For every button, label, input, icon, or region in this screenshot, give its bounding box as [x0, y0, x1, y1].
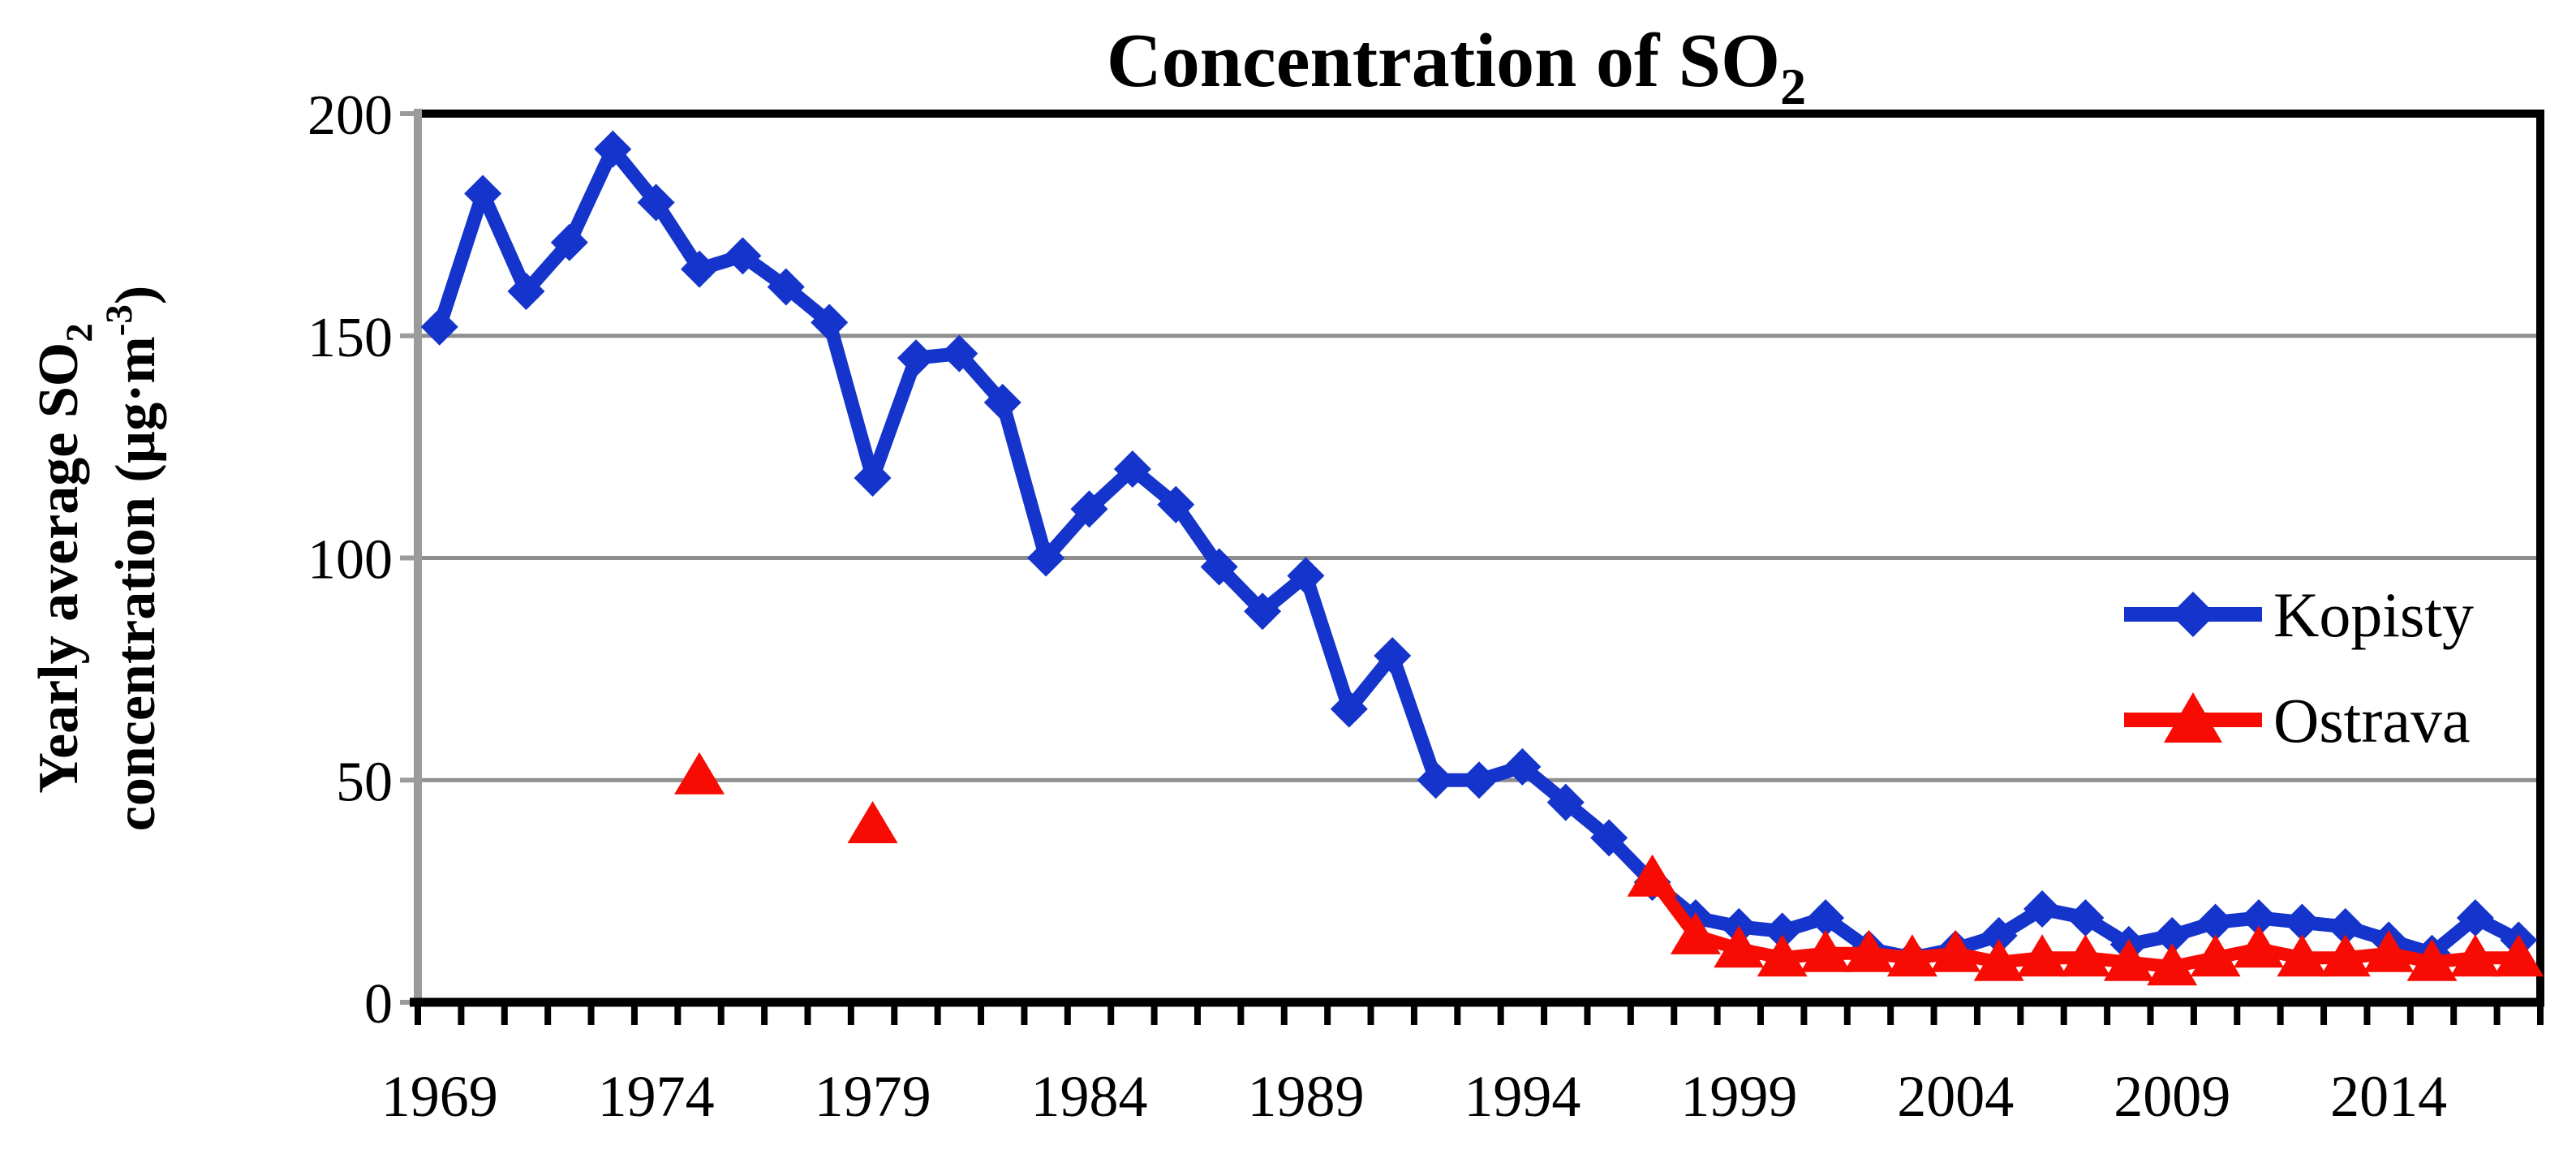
- kopisty-point: [767, 268, 805, 306]
- series-ostrava: [674, 752, 2544, 986]
- x-tick-label-1984: 1984: [1031, 1064, 1148, 1129]
- ostrava-point: [1930, 929, 1981, 972]
- legend-item-kopisty: Kopisty: [2124, 579, 2474, 650]
- ostrava-point: [2103, 938, 2154, 981]
- kopisty-point: [2023, 890, 2062, 928]
- ostrava-point: [1757, 934, 1808, 977]
- kopisty-point: [1374, 636, 1412, 674]
- y-tick-label-200: 200: [307, 84, 393, 147]
- kopisty-point: [1244, 592, 1282, 631]
- y-axis-title-line2: concentration (µg·m-3): [98, 286, 167, 831]
- kopisty-point: [464, 174, 502, 213]
- kopisty-point: [1200, 548, 1238, 586]
- kopisty-point: [507, 273, 545, 310]
- y-tick-label-150: 150: [307, 307, 393, 369]
- legend-label-ostrava: Ostrava: [2273, 685, 2471, 756]
- x-tick-label-1974: 1974: [598, 1064, 715, 1129]
- kopisty-point: [811, 304, 849, 342]
- axes: [410, 109, 2544, 1025]
- kopisty-point: [2196, 903, 2234, 941]
- ostrava-point: [1670, 911, 1721, 954]
- legend-item-ostrava: Ostrava: [2124, 685, 2471, 756]
- y-axis-title-line1: Yearly average SO2: [28, 323, 101, 793]
- ostrava-triangle-icon: [2164, 692, 2222, 743]
- kopisty-point: [1070, 490, 1108, 528]
- tick-labels: 0 50 100 150 200 1969 1974 1979 1984 1989 1994 1999…: [307, 84, 2447, 1129]
- kopisty-point: [1590, 819, 1628, 857]
- ostrava-point: [674, 752, 725, 795]
- ostrava-point: [847, 801, 898, 843]
- ostrava-point: [1800, 929, 1851, 972]
- kopisty-point: [2326, 907, 2364, 945]
- x-tick-label-2009: 2009: [2114, 1064, 2230, 1129]
- data-series: [420, 130, 2544, 986]
- ostrava-point: [1714, 925, 1765, 968]
- ostrava-point: [2190, 934, 2241, 977]
- ostrava-point: [2493, 934, 2544, 977]
- y-tick-label-100: 100: [307, 529, 393, 592]
- chart-title-subscript: 2: [1780, 58, 1806, 115]
- kopisty-point: [1330, 690, 1368, 728]
- kopisty-line: [432, 142, 2522, 965]
- kopisty-point: [1460, 761, 1498, 799]
- ostrava-point: [2233, 925, 2284, 968]
- chart-title: Concentration of SO2: [1107, 19, 1806, 115]
- kopisty-point: [594, 130, 632, 168]
- kopisty-diamond-icon: [2170, 592, 2216, 637]
- kopisty-point: [983, 383, 1021, 421]
- y-tick-label-50: 50: [336, 751, 393, 813]
- kopisty-point: [1287, 557, 1325, 595]
- kopisty-point: [420, 308, 458, 346]
- x-tick-label-1994: 1994: [1464, 1064, 1580, 1129]
- y-axis-title-superscript: -3: [98, 304, 140, 336]
- legend-label-kopisty: Kopisty: [2273, 579, 2474, 650]
- x-tick-label-1989: 1989: [1247, 1064, 1364, 1129]
- ostrava-point: [2320, 934, 2371, 977]
- gridlines: [400, 111, 2540, 1005]
- kopisty-point: [1546, 783, 1585, 821]
- ostrava-point: [2277, 934, 2328, 977]
- kopisty-point: [1763, 912, 1801, 950]
- x-tick-label-1979: 1979: [815, 1064, 931, 1129]
- kopisty-point: [854, 459, 892, 497]
- ostrava-point: [2060, 934, 2111, 977]
- ostrava-point: [2363, 929, 2415, 972]
- legend: Kopisty Ostrava: [2124, 579, 2474, 756]
- x-tick-label-1999: 1999: [1680, 1064, 1797, 1129]
- ostrava-point: [2017, 934, 2068, 977]
- kopisty-point: [1113, 450, 1151, 488]
- kopisty-point: [1503, 747, 1542, 786]
- y-axis-title-subscript: 2: [58, 323, 101, 342]
- ostrava-point: [1627, 854, 1678, 897]
- kopisty-point: [2239, 898, 2277, 937]
- kopisty-point: [2456, 898, 2494, 937]
- ostrava-point: [2449, 934, 2501, 977]
- kopisty-point: [2066, 898, 2105, 937]
- ostrava-point: [1843, 929, 1894, 972]
- x-tick-label-2014: 2014: [2330, 1064, 2447, 1129]
- kopisty-point: [2153, 916, 2191, 954]
- kopisty-point: [1807, 898, 1845, 937]
- kopisty-point: [1027, 539, 1065, 577]
- ostrava-point: [2147, 943, 2198, 986]
- kopisty-point: [2283, 903, 2321, 941]
- kopisty-point: [1980, 916, 2018, 954]
- kopisty-point: [940, 334, 978, 373]
- ostrava-point: [1886, 934, 1937, 977]
- ostrava-point: [2406, 938, 2458, 981]
- x-tick-label-1969: 1969: [381, 1064, 498, 1129]
- series-kopisty: [420, 130, 2538, 977]
- y-tick-label-0: 0: [364, 973, 393, 1036]
- kopisty-point: [1417, 761, 1455, 799]
- kopisty-point: [550, 223, 588, 261]
- kopisty-point: [681, 250, 719, 288]
- kopisty-point: [637, 183, 675, 222]
- kopisty-point: [1157, 485, 1195, 523]
- ostrava-point: [1973, 938, 2024, 981]
- x-tick-label-2004: 2004: [1897, 1064, 2014, 1129]
- kopisty-point: [724, 237, 762, 275]
- kopisty-point: [897, 339, 935, 377]
